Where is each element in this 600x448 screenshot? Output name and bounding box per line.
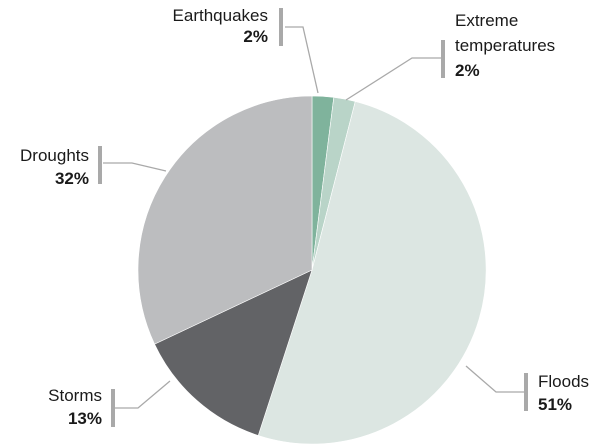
label-value-extreme-temperatures: 2% <box>455 61 480 80</box>
label-name-extreme-temperatures-line2: temperatures <box>455 36 555 55</box>
leader-line-floods <box>465 365 524 393</box>
leader-lines <box>103 26 524 409</box>
leader-line-droughts <box>103 162 167 172</box>
label-name-earthquakes: Earthquakes <box>173 6 268 25</box>
slice-labels: Earthquakes 2% Extreme temperatures 2% F… <box>20 6 589 428</box>
label-name-floods: Floods <box>538 372 589 391</box>
pie-slices <box>137 95 487 445</box>
leader-line-storms <box>115 380 171 409</box>
label-bar-earthquakes <box>279 8 283 46</box>
leader-line-earthquakes <box>285 26 319 94</box>
label-value-floods: 51% <box>538 395 572 414</box>
label-name-storms: Storms <box>48 386 102 405</box>
label-bar-droughts <box>98 146 102 184</box>
label-name-extreme-temperatures-line1: Extreme <box>455 11 518 30</box>
pie-slice-droughts <box>137 95 313 345</box>
leader-line-extreme-temperatures <box>345 57 441 101</box>
label-name-droughts: Droughts <box>20 146 89 165</box>
pie-slice-storms <box>154 269 313 436</box>
label-value-storms: 13% <box>68 409 102 428</box>
label-bar-storms <box>111 389 115 427</box>
label-bars <box>98 8 528 427</box>
label-value-droughts: 32% <box>55 169 89 188</box>
label-bar-extreme-temperatures <box>441 40 445 78</box>
label-bar-floods <box>524 373 528 411</box>
pie-slice-floods <box>257 101 487 445</box>
label-value-earthquakes: 2% <box>243 27 268 46</box>
